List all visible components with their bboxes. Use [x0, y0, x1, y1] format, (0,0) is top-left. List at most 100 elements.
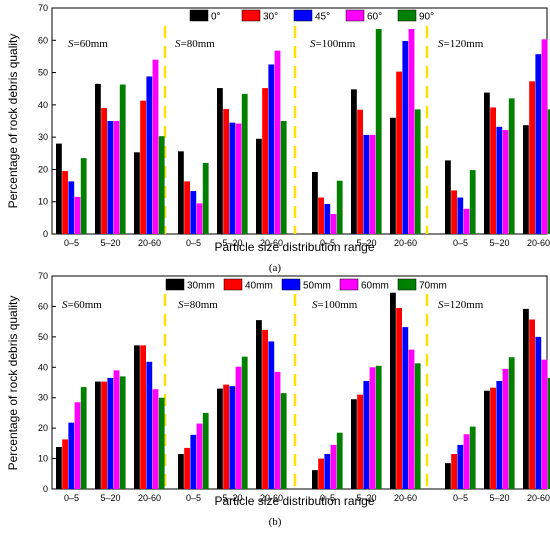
- bar-30-g1-c1: [62, 171, 68, 234]
- bar-90-g3-c3: [414, 109, 421, 234]
- bar-30mm-g3-c2: [351, 399, 357, 489]
- bar-60-g1-c2: [113, 121, 120, 234]
- x-tick-label: 5–20: [356, 493, 376, 503]
- group-label: S=60mm: [68, 38, 108, 50]
- bar-30-g4-c2: [490, 107, 496, 234]
- legend-label: 60°: [367, 12, 382, 23]
- bar-0-g1-c3: [134, 152, 140, 234]
- bar-30mm-g4-c3: [523, 308, 529, 489]
- bar-30mm-g4-c1: [445, 463, 451, 489]
- bar-45-g3-c1: [324, 203, 331, 234]
- bar-30mm-g2-c3: [256, 320, 262, 489]
- legend-label: 30°: [263, 12, 278, 23]
- bar-45-g2-c3: [268, 64, 275, 234]
- x-tick-label: 20-60: [527, 493, 550, 503]
- bar-30-g4-c1: [451, 190, 457, 234]
- bar-90-g1-c3: [158, 136, 165, 234]
- legend-swatch: [293, 9, 313, 22]
- bar-30-g3-c2: [357, 109, 363, 234]
- x-tick-label: 20-60: [394, 493, 417, 503]
- bar-70mm-g3-c3: [414, 363, 421, 489]
- bar-70mm-g1-c3: [158, 397, 165, 489]
- bar-50mm-g2-c2: [229, 386, 236, 489]
- bar-40mm-g2-c3: [262, 329, 268, 489]
- bar-60-g3-c3: [408, 28, 415, 234]
- bar-0-g4-c1: [445, 160, 451, 234]
- x-tick-label: 5–20: [100, 493, 120, 503]
- bar-60-g4-c3: [541, 39, 548, 235]
- bar-90-g1-c2: [119, 84, 126, 234]
- bar-60-g1-c1: [74, 196, 81, 234]
- bar-40mm-g1-c1: [62, 439, 68, 489]
- y-tick-label: 40: [38, 100, 48, 110]
- bar-40mm-g3-c3: [396, 307, 402, 489]
- group-label: S=100mm: [310, 38, 356, 50]
- bar-30mm-g3-c3: [390, 292, 396, 489]
- legend-swatch: [397, 9, 417, 22]
- legend-swatch: [345, 9, 365, 22]
- bar-0-g4-c2: [484, 92, 490, 235]
- x-tick-label: 0–5: [320, 493, 335, 503]
- bar-60-g2-c3: [274, 50, 281, 234]
- bar-60-g3-c2: [369, 134, 376, 234]
- x-tick-label: 5–20: [489, 493, 509, 503]
- bar-60mm-g1-c2: [113, 370, 120, 489]
- bar-50mm-g1-c2: [107, 377, 114, 489]
- bar-70mm-g3-c2: [375, 365, 382, 489]
- bar-60mm-g3-c1: [330, 444, 337, 489]
- chart-panel-b: 0 10 20 30 40 50 60 70 0–5 5–20 20-60 S=60mm 0–5 5–20…: [6, 271, 550, 528]
- bar-50mm-g1-c3: [146, 361, 153, 489]
- bar-40mm-g2-c1: [184, 447, 190, 489]
- bar-90-g2-c1: [202, 162, 209, 234]
- bar-60-g2-c2: [235, 123, 242, 234]
- bar-0-g3-c1: [312, 172, 318, 234]
- y-tick-label: 10: [38, 454, 48, 464]
- x-tick-label: 5–20: [100, 238, 120, 248]
- x-tick-label: 20-60: [527, 238, 550, 248]
- bar-40mm-g1-c2: [101, 381, 107, 489]
- bar-30-g2-c1: [184, 181, 190, 234]
- legend-swatch: [223, 278, 243, 291]
- x-tick-label: 5–20: [222, 238, 242, 248]
- bar-50mm-g4-c2: [496, 380, 503, 489]
- y-tick-label: 70: [38, 271, 48, 281]
- bar-60mm-g2-c3: [274, 371, 281, 489]
- y-tick-label: 50: [38, 332, 48, 342]
- y-axis-label: Percentage of rock debris quality: [6, 296, 20, 471]
- legend-swatch: [281, 278, 301, 291]
- bar-30-g4-c3: [529, 81, 535, 234]
- bar-90-g1-c1: [80, 158, 87, 234]
- legend-swatch: [397, 278, 417, 291]
- bar-60mm-g4-c3: [541, 359, 548, 489]
- bar-40mm-g3-c1: [318, 458, 324, 489]
- x-tick-label: 0–5: [64, 238, 79, 248]
- bar-60mm-g3-c3: [408, 349, 415, 489]
- x-tick-label: 20-60: [394, 238, 417, 248]
- group-label: S=100mm: [312, 299, 358, 311]
- x-tick-label: 0–5: [186, 493, 201, 503]
- y-tick-label: 70: [38, 3, 48, 13]
- bar-50mm-g3-c2: [363, 380, 370, 489]
- group-label: S=80mm: [175, 38, 215, 50]
- legend-label: 50mm: [303, 281, 331, 292]
- bar-70mm-g4-c2: [508, 357, 515, 489]
- bar-40mm-g4-c3: [529, 319, 535, 489]
- bar-90-g3-c2: [375, 28, 382, 234]
- bar-45-g1-c3: [146, 76, 153, 235]
- group-label: S=60mm: [62, 299, 102, 311]
- bar-60mm-g4-c1: [463, 434, 470, 489]
- y-tick-label: 30: [38, 132, 48, 142]
- bar-90-g2-c3: [280, 121, 287, 234]
- bar-70mm-g3-c1: [336, 432, 343, 489]
- bar-70mm-g1-c2: [119, 376, 126, 489]
- bar-30mm-g2-c1: [178, 454, 184, 489]
- bar-30-g1-c3: [140, 100, 146, 234]
- x-tick-label: 0–5: [186, 238, 201, 248]
- legend-swatch: [339, 278, 359, 291]
- y-tick-label: 10: [38, 197, 48, 207]
- bar-60-g2-c1: [196, 203, 203, 234]
- group-label: S=120mm: [438, 38, 484, 50]
- group-label: S=120mm: [438, 299, 484, 311]
- y-axis-label: Percentage of rock debris quality: [6, 34, 20, 209]
